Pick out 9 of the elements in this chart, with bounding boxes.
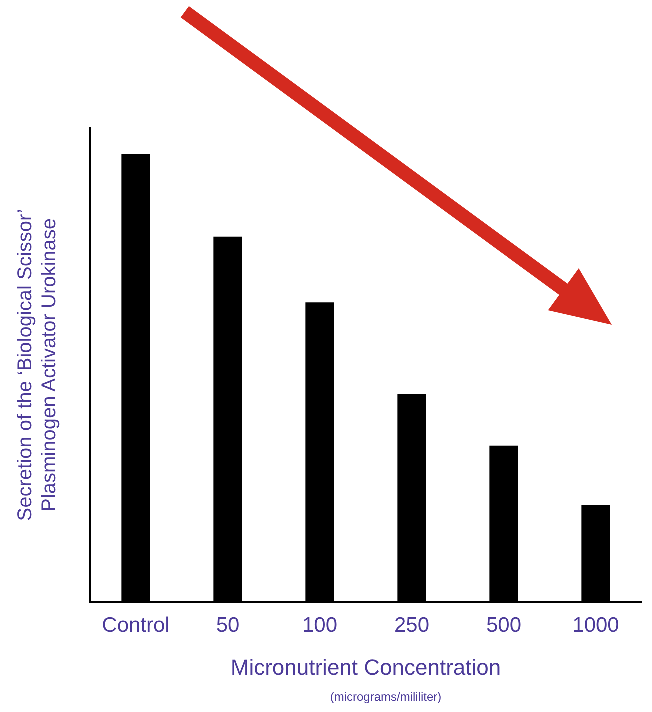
x-tick-label: 50 <box>216 614 240 637</box>
x-tick-label: 100 <box>302 614 338 637</box>
x-axis-title: Micronutrient Concentration <box>230 654 502 680</box>
x-tick-label: Control <box>102 614 170 637</box>
x-tick-label: 250 <box>394 614 430 637</box>
text: (micrograms/mililiter) <box>329 690 443 704</box>
x-tick-label: 1000 <box>572 614 620 637</box>
y-axis-title: Secretion of the ‘Biological Scissor’ Plasminogen Activator Urokinase <box>14 209 61 522</box>
x-tick-label: 500 <box>486 614 522 637</box>
